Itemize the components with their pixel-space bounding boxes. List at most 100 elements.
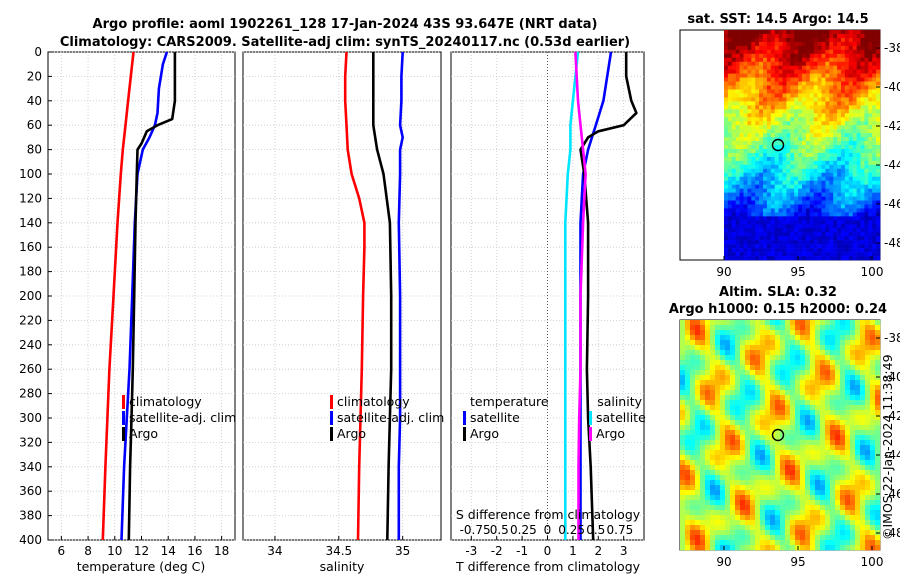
sst-cell bbox=[727, 148, 733, 154]
sst-cell bbox=[841, 232, 846, 237]
sla-cell bbox=[680, 395, 686, 401]
sst-cell bbox=[848, 129, 853, 134]
sst-cell bbox=[794, 41, 799, 47]
sst-cell bbox=[735, 37, 740, 43]
sst-cell bbox=[778, 176, 783, 181]
sst-cell bbox=[727, 160, 733, 166]
sst-cell bbox=[786, 41, 791, 47]
sla-cell bbox=[680, 450, 686, 456]
sst-cell bbox=[844, 200, 850, 205]
sst-cell bbox=[794, 81, 799, 86]
sla-cell bbox=[830, 410, 836, 416]
sla-cell bbox=[715, 330, 721, 336]
sla-cell bbox=[865, 480, 871, 486]
sst-cell bbox=[876, 61, 881, 66]
sst-cell bbox=[778, 121, 783, 126]
sla-cell bbox=[760, 375, 766, 381]
sst-cell bbox=[794, 30, 799, 35]
sst-cell bbox=[755, 204, 760, 209]
sst-cell bbox=[833, 121, 838, 126]
sst-cell bbox=[743, 65, 748, 70]
sla-cell bbox=[870, 450, 876, 456]
sst-cell bbox=[731, 97, 736, 102]
sla-cell bbox=[810, 385, 816, 391]
sla-cell bbox=[845, 375, 851, 381]
sla-cell bbox=[785, 355, 791, 361]
sst-cell bbox=[731, 216, 736, 221]
sla-cell bbox=[790, 375, 796, 381]
sst-cell bbox=[844, 176, 850, 181]
sla-cell bbox=[845, 395, 851, 401]
sla-cell bbox=[820, 490, 826, 496]
sst-cell bbox=[805, 101, 811, 106]
sla-cell bbox=[810, 390, 816, 396]
sla-cell bbox=[745, 390, 751, 396]
sla-cell bbox=[725, 520, 731, 526]
sst-cell bbox=[770, 37, 775, 43]
sst-cell bbox=[739, 156, 744, 162]
sst-cell bbox=[876, 137, 881, 142]
sst-cell bbox=[825, 129, 830, 134]
sst-cell bbox=[747, 145, 752, 150]
sla-cell bbox=[810, 545, 816, 551]
sst-cell bbox=[872, 228, 877, 233]
sla-cell bbox=[760, 385, 766, 391]
sla-cell bbox=[715, 350, 721, 356]
sla-cell bbox=[795, 410, 801, 416]
sst-cell bbox=[876, 184, 881, 189]
sla-cell bbox=[700, 425, 706, 431]
sla-cell bbox=[790, 340, 796, 346]
sst-cell bbox=[755, 137, 760, 142]
sst-cell bbox=[724, 97, 729, 102]
sst-cell bbox=[864, 53, 869, 59]
sla-cell bbox=[810, 450, 816, 456]
sla-cell bbox=[870, 360, 876, 366]
sla-map-title-1: Altim. SLA: 0.32 bbox=[719, 285, 837, 300]
sla-cell bbox=[785, 480, 791, 486]
sla-cell bbox=[680, 505, 686, 511]
sst-cell bbox=[727, 244, 733, 249]
sla-cell bbox=[820, 345, 826, 351]
sst-cell bbox=[731, 200, 736, 205]
sst-cell bbox=[786, 240, 791, 245]
sla-cell bbox=[775, 450, 781, 456]
sla-cell bbox=[790, 475, 796, 481]
sst-cell bbox=[868, 188, 873, 193]
sla-cell bbox=[740, 475, 746, 481]
sst-cell bbox=[868, 77, 873, 82]
sla-cell bbox=[800, 480, 806, 486]
sst-cell bbox=[802, 152, 807, 158]
sst-cell bbox=[751, 212, 756, 217]
sst-cell bbox=[852, 248, 857, 253]
sla-cell bbox=[720, 475, 726, 481]
sla-cell bbox=[800, 335, 806, 341]
sla-cell bbox=[800, 470, 806, 476]
sst-cell bbox=[813, 216, 818, 221]
sla-cell bbox=[700, 325, 706, 331]
sst-map-title: sat. SST: 14.5 Argo: 14.5 bbox=[687, 12, 868, 27]
sst-cell bbox=[766, 105, 772, 110]
sla-cell bbox=[865, 385, 871, 391]
sla-cell bbox=[680, 360, 686, 366]
sst-cell bbox=[817, 125, 822, 130]
sst-cell bbox=[802, 204, 807, 209]
sst-cell bbox=[786, 77, 791, 82]
sla-cell bbox=[835, 525, 841, 531]
sst-cell bbox=[759, 192, 764, 197]
sst-cell bbox=[856, 141, 861, 146]
legend-swatch-sat-s bbox=[589, 411, 592, 425]
sst-cell bbox=[774, 156, 779, 162]
y-tick-label: 0 bbox=[34, 45, 42, 59]
sla-cell bbox=[830, 420, 836, 426]
sla-cell bbox=[715, 515, 721, 521]
sst-cell bbox=[786, 168, 791, 174]
sla-cell bbox=[805, 440, 811, 446]
sla-cell bbox=[810, 370, 816, 376]
sst-cell bbox=[763, 125, 768, 130]
sst-cell bbox=[724, 180, 729, 185]
sst-cell bbox=[724, 65, 729, 70]
sla-cell bbox=[745, 435, 751, 441]
sla-cell bbox=[700, 360, 706, 366]
sla-cell bbox=[730, 460, 736, 466]
sla-cell bbox=[690, 335, 696, 341]
